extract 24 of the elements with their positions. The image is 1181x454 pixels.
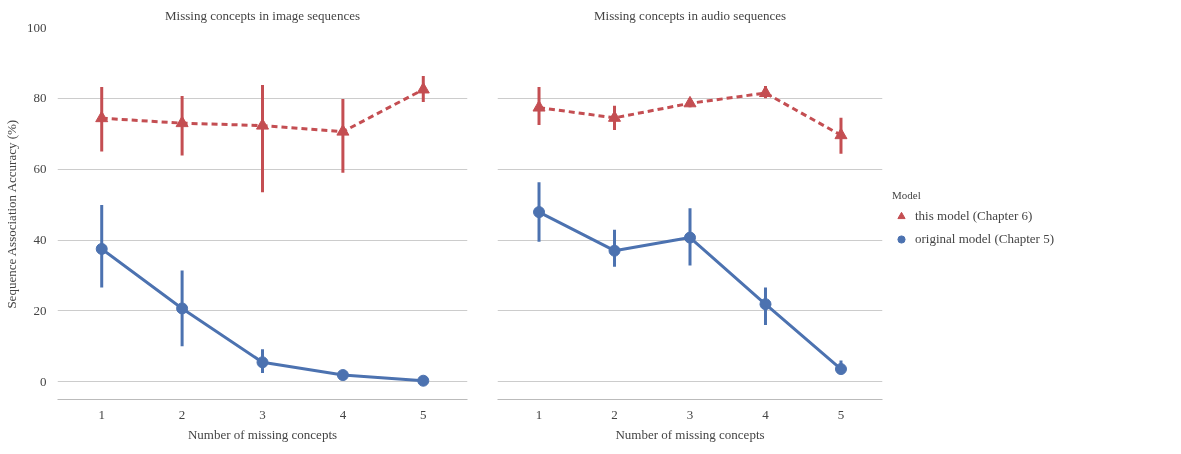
x-axis-title: Number of missing concepts (187, 426, 338, 442)
x-tick-label: 4 (762, 406, 770, 422)
y-axis-title: Sequence Association Accuracy (%) (4, 119, 19, 309)
y-tick-label: 20 (33, 302, 47, 318)
x-tick-label: 2 (611, 406, 618, 422)
y-tick-label: 100 (27, 19, 47, 35)
chart-title: Missing concepts in audio sequences (593, 7, 787, 23)
y-tick-label: 60 (33, 161, 47, 177)
x-tick-label: 5 (837, 406, 845, 422)
legend-label: this model (Chapter 6) (915, 208, 1033, 224)
x-tick-label: 4 (339, 406, 347, 422)
x-tick-label: 1 (98, 406, 105, 422)
y-tick-label: 40 (33, 232, 47, 248)
y-tick-label: 80 (33, 90, 47, 106)
x-tick-label: 1 (535, 406, 543, 422)
x-tick-label: 3 (259, 406, 266, 422)
legend-label: original model (Chapter 5) (915, 231, 1054, 247)
y-tick-label: 0 (40, 373, 47, 389)
chart-title: Missing concepts in image sequences (165, 7, 360, 23)
x-tick-label: 3 (686, 406, 694, 422)
legend-title: Model (892, 189, 922, 201)
x-tick-label: 2 (178, 406, 186, 422)
x-axis-title: Number of missing concepts (615, 426, 765, 442)
x-tick-label: 5 (420, 406, 427, 422)
